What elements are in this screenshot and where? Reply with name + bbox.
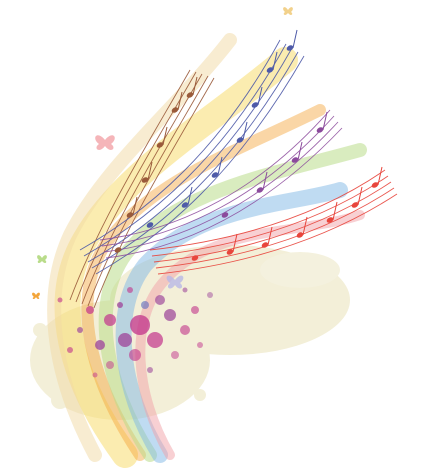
butterfly-icon	[32, 292, 40, 300]
paint-splatter-icon	[57, 287, 213, 378]
rainbow-swirl	[47, 33, 367, 468]
staff-red	[149, 169, 398, 275]
butterfly-icon	[283, 7, 293, 15]
staff-indigo	[79, 39, 305, 275]
music-note-icon	[114, 92, 194, 253]
music-staves	[69, 39, 398, 309]
music-note-icon	[221, 127, 324, 218]
butterfly-icon	[37, 255, 47, 263]
butterfly-icon	[166, 275, 184, 289]
music-notes	[114, 29, 383, 261]
music-note-icon	[191, 182, 379, 261]
staff-purple	[99, 109, 343, 259]
butterfly-icon	[95, 135, 115, 150]
music-note-icon	[146, 45, 294, 228]
